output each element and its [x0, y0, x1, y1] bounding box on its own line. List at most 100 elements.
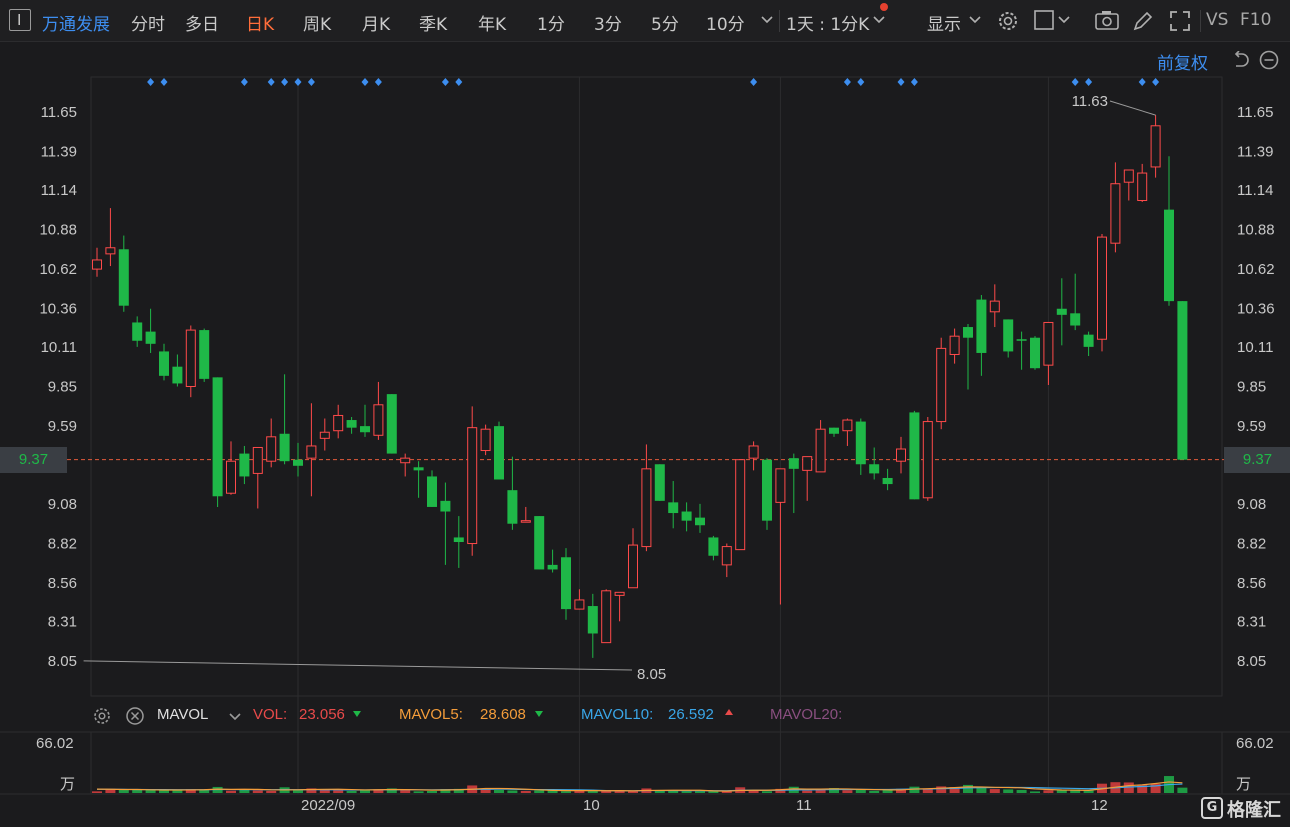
volume-bar [440, 789, 451, 793]
event-marker-icon [750, 78, 758, 86]
tab-period-5min[interactable]: 5分 [651, 15, 679, 35]
candle-body [949, 335, 960, 355]
candle-body [386, 394, 397, 454]
volume-axis-top-left: 66.02 [36, 735, 74, 752]
indicator-close-icon[interactable] [125, 706, 145, 726]
volume-bar [842, 790, 853, 793]
volume-axis-top-right: 66.02 [1236, 735, 1274, 752]
volume-bar [118, 789, 129, 793]
candle-body [762, 459, 772, 521]
settings-gear-icon[interactable] [996, 9, 1020, 33]
candle-body [695, 517, 705, 526]
candle-body [226, 460, 236, 494]
custom-period-chevron-icon[interactable] [872, 14, 886, 26]
display-menu[interactable]: 显示 [927, 15, 961, 35]
candle-body [628, 544, 638, 589]
draw-pencil-icon[interactable] [1131, 9, 1155, 33]
layout-chevron-icon[interactable] [1057, 14, 1071, 26]
candle-body [668, 502, 679, 514]
zoom-out-minus-icon[interactable] [1258, 49, 1280, 71]
undo-arrow-icon[interactable] [1231, 51, 1251, 69]
display-chevron-icon[interactable] [968, 14, 982, 26]
tab-period-month[interactable]: 月K [362, 15, 391, 35]
candle-body [1083, 334, 1094, 347]
volume-bar [1030, 791, 1040, 793]
indicator-settings-gear-icon[interactable] [92, 706, 112, 726]
brand-logo-mark-icon: G [1201, 797, 1223, 819]
volume-bar [293, 790, 303, 793]
tab-period-quarter[interactable]: 季K [419, 15, 448, 35]
volume-bar [628, 791, 638, 793]
tab-period-day[interactable]: 日K [246, 15, 275, 35]
volume-bar [507, 790, 518, 793]
y-tick-label-right: 10.62 [1237, 261, 1275, 278]
tab-period-intraday[interactable]: 分时 [131, 15, 165, 35]
custom-period-select[interactable]: 1天 : 1分K [786, 15, 870, 35]
candle-body [601, 590, 612, 644]
candle-body [775, 468, 786, 503]
candle-body [520, 520, 531, 523]
candle-body [802, 456, 813, 471]
y-tick-label-left: 11.39 [41, 144, 77, 161]
tab-period-year[interactable]: 年K [478, 15, 507, 35]
tab-period-multiday[interactable]: 多日 [185, 15, 219, 35]
brand-logo-text: 格隆汇 [1227, 800, 1281, 821]
candle-body [561, 557, 571, 610]
y-tick-label-right: 9.85 [1237, 379, 1266, 396]
volume-bar [614, 791, 625, 793]
tab-period-week[interactable]: 周K [303, 15, 332, 35]
candle-body [145, 331, 156, 344]
sidebar-toggle-glyph: I [17, 11, 22, 29]
candle-body [708, 537, 719, 556]
y-tick-label-left: 8.31 [48, 613, 77, 630]
stock-name[interactable]: 万通发展 [42, 15, 110, 35]
volume-bar [92, 791, 102, 793]
y-tick-label-left: 9.85 [48, 379, 77, 396]
y-tick-label-left: 10.11 [41, 339, 77, 356]
tab-period-10min[interactable]: 10分 [706, 15, 745, 35]
y-tick-label-right: 8.31 [1237, 613, 1266, 630]
indicator-name[interactable]: MAVOL [157, 706, 209, 723]
event-marker-icon [1152, 78, 1160, 86]
volume-bar [1083, 790, 1094, 793]
camera-screenshot-icon[interactable] [1094, 9, 1120, 31]
layout-square-icon[interactable] [1033, 9, 1055, 31]
candle-body [427, 476, 437, 507]
y-tick-label-left: 10.36 [39, 301, 77, 318]
mavol20-label: MAVOL20: [770, 706, 843, 723]
mavol5-line [96, 781, 1183, 792]
volume-bar [132, 789, 143, 793]
y-tick-label-left: 9.59 [48, 418, 77, 435]
volume-bar [520, 790, 531, 793]
candle-body [467, 427, 478, 545]
y-tick-label-right: 10.88 [1237, 221, 1275, 238]
candle-body [842, 419, 853, 432]
mavol5-label: MAVOL5: [399, 706, 463, 723]
candle-body [1164, 209, 1174, 302]
low-annotation-label: 8.05 [637, 666, 666, 683]
event-marker-icon [294, 78, 302, 86]
candle-body [654, 464, 665, 501]
volume-bar [185, 789, 196, 793]
f10-button[interactable]: F10 [1240, 10, 1272, 30]
fullscreen-expand-icon[interactable] [1168, 9, 1192, 33]
adjust-mode-button[interactable]: 前复权 [1157, 54, 1208, 74]
candle-body [681, 511, 692, 521]
high-annotation-leader [1109, 100, 1156, 116]
mavol5-value: 28.608 [480, 706, 526, 723]
candle-body [735, 459, 746, 551]
mavol10-up-arrow-icon [725, 709, 733, 715]
event-marker-icon [910, 78, 918, 86]
volume-bar [413, 791, 424, 793]
candle-body [574, 599, 585, 610]
tab-period-3min[interactable]: 3分 [594, 15, 622, 35]
indicator-chevron-icon[interactable] [228, 711, 242, 723]
candle-body [855, 421, 866, 465]
vs-compare-button[interactable]: VS [1206, 10, 1229, 30]
last-price-tag-right: 9.37 [1224, 447, 1290, 473]
sidebar-toggle-icon[interactable]: I [9, 9, 31, 31]
period-more-chevron-icon[interactable] [760, 14, 774, 26]
volume-bar [453, 788, 464, 793]
tab-period-1min[interactable]: 1分 [537, 15, 565, 35]
